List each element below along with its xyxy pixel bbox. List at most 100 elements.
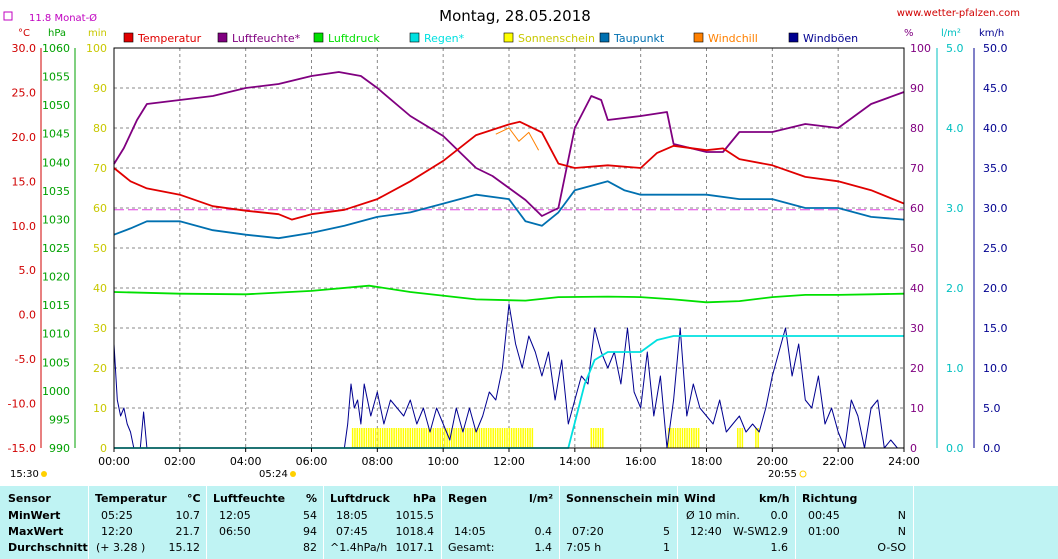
tick-label-temp: 30.0 — [12, 42, 37, 55]
row-avg-label: Durchschnitt — [8, 541, 88, 554]
tick-label-min: 50 — [93, 242, 107, 255]
hdr-wind: Wind — [684, 492, 716, 505]
tick-label-rain: 3.0 — [946, 202, 964, 215]
sunrise-icon — [290, 471, 296, 477]
min-press-time: 18:05 — [336, 509, 368, 522]
x-tick-label: 22:00 — [822, 455, 854, 468]
series-line-windchill — [495, 127, 540, 151]
row-min-label: MinWert — [8, 509, 61, 522]
max-dir-time: 01:00 — [808, 525, 840, 538]
tick-label-rain: 0.0 — [946, 442, 964, 455]
legend-label: Luftfeuchte* — [232, 32, 301, 45]
legend-swatch — [123, 32, 134, 43]
legend-swatch — [313, 32, 324, 43]
hdr-sun: Sonnenschein min — [566, 492, 680, 505]
chart-grid — [114, 48, 904, 448]
sunrise-label: 05:24 — [259, 469, 288, 480]
legend-swatch — [217, 32, 228, 43]
chart-title: Montag, 28.05.2018 — [439, 7, 591, 25]
hdr-rain-unit: l/m² — [529, 492, 554, 505]
max-sun-time: 07:20 — [572, 525, 604, 538]
unit-temp: °C — [18, 28, 30, 39]
avg-dir-val: O-SO — [877, 541, 906, 554]
min-temp-time: 05:25 — [101, 509, 133, 522]
tick-label-percent: 80 — [910, 122, 924, 135]
max-temp-val: 21.7 — [175, 525, 201, 538]
axis-labels: 30.0 25.0 20.0 15.0 10.0 5.0 0.0 -5.0 -10.0 -15.0… — [8, 42, 1008, 468]
tick-label-temp: -5.0 — [15, 353, 36, 366]
legend-label: Windchill — [708, 32, 758, 45]
weather-chart: 30.0 25.0 20.0 15.0 10.0 5.0 0.0 -5.0 -10.0 -15.0… — [3, 7, 1020, 480]
tick-label-min: 100 — [86, 42, 107, 55]
avg-sun-val: 1 — [663, 541, 670, 554]
avg-press-val: 1017.1 — [395, 541, 435, 554]
tick-label-wind: 0.0 — [983, 442, 1001, 455]
col-bg-sensor — [0, 486, 88, 559]
legend-swatch — [788, 32, 799, 43]
legend-swatch — [693, 32, 704, 43]
tick-label-press: 990 — [49, 442, 70, 455]
tick-label-percent: 90 — [910, 82, 924, 95]
tick-label-percent: 70 — [910, 162, 924, 175]
tick-label-wind: 15.0 — [983, 322, 1008, 335]
min-hum-time: 12:05 — [219, 509, 251, 522]
max-wind-dir: W-SW — [733, 525, 766, 538]
hdr-press-unit: hPa — [413, 492, 437, 505]
tick-label-wind: 50.0 — [983, 42, 1008, 55]
tick-label-wind: 40.0 — [983, 122, 1008, 135]
avg-rain-label: Gesamt: — [448, 541, 495, 554]
unit-min: min — [88, 28, 107, 39]
table-row-avg: Durchschnitt (+ 3.28 ) 15.12 82 ^1.4hPa/… — [0, 541, 1058, 557]
tick-label-percent: 30 — [910, 322, 924, 335]
max-rain-val: 0.4 — [534, 525, 553, 538]
tick-label-percent: 20 — [910, 362, 924, 375]
tick-label-min: 10 — [93, 402, 107, 415]
tick-label-wind: 30.0 — [983, 202, 1008, 215]
min-wind-val: 0.0 — [770, 509, 789, 522]
unit-percent: % — [904, 28, 914, 39]
table-row-min: MinWert 05:25 10.7 12:05 54 18:05 1015.5… — [0, 509, 1058, 525]
sunset-icon — [799, 470, 807, 478]
legend-label: Luftdruck — [328, 32, 380, 45]
x-tick-label: 24:00 — [888, 455, 920, 468]
tick-label-wind: 5.0 — [983, 402, 1001, 415]
legend-swatch — [599, 32, 610, 43]
max-rain-time: 14:05 — [454, 525, 486, 538]
month-avg-label: 11.8 Monat-Ø — [29, 12, 97, 24]
max-temp-time: 12:20 — [101, 525, 133, 538]
x-tick-label: 04:00 — [230, 455, 262, 468]
col-bg-empty — [914, 486, 1058, 559]
legend-label: Regen* — [424, 32, 465, 45]
legend-label: Taupunkt — [613, 32, 665, 45]
max-press-time: 07:45 — [336, 525, 368, 538]
tick-label-press: 1055 — [42, 71, 70, 84]
tick-label-press: 1010 — [42, 328, 70, 341]
avg-sun-time: 7:05 h — [566, 541, 602, 554]
unit-wind: km/h — [979, 28, 1004, 39]
max-wind-time: 12:40 — [690, 525, 722, 538]
tick-label-rain: 2.0 — [946, 282, 964, 295]
max-dir-val: N — [897, 525, 906, 538]
tick-label-temp: 25.0 — [12, 86, 37, 99]
tick-label-temp: 20.0 — [12, 131, 37, 144]
legend-label: Windböen — [803, 32, 858, 45]
tick-label-percent: 60 — [910, 202, 924, 215]
tick-label-press: 995 — [49, 413, 70, 426]
tick-label-temp: 5.0 — [19, 264, 37, 277]
hdr-sensor: Sensor — [8, 492, 51, 505]
tick-label-percent: 40 — [910, 282, 924, 295]
tick-label-temp: -10.0 — [8, 398, 36, 411]
legend-swatch — [409, 32, 420, 43]
x-tick-label: 06:00 — [296, 455, 328, 468]
tick-label-press: 1020 — [42, 271, 70, 284]
sunset-label: 20:55 — [768, 469, 797, 480]
col-bg-press — [324, 486, 441, 559]
col-bg-temp — [89, 486, 206, 559]
sunshine-bars — [351, 428, 759, 448]
avg-temp-val: 15.12 — [168, 541, 201, 554]
x-tick-label: 02:00 — [164, 455, 196, 468]
tick-label-wind: 10.0 — [983, 362, 1008, 375]
max-hum-time: 06:50 — [219, 525, 251, 538]
series-line-regen — [114, 335, 904, 449]
x-tick-label: 12:00 — [493, 455, 525, 468]
